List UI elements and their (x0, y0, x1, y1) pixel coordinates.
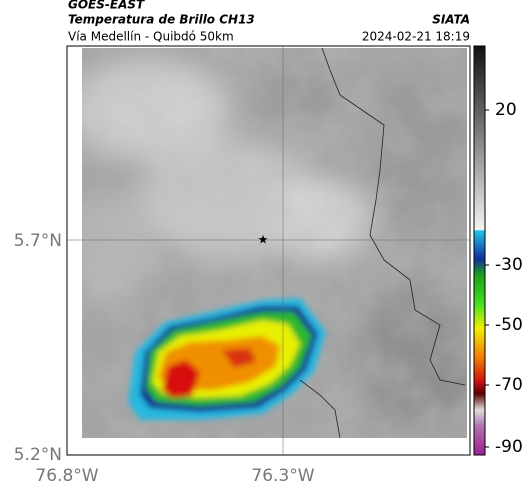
product: Temperatura de Brillo CH13 (68, 13, 255, 27)
lon-label: 76.8°W (35, 466, 98, 486)
route: Vía Medellín - Quibdó 50km (68, 30, 234, 44)
colorbar-label: -70 (495, 375, 523, 395)
colorbar-label: -90 (495, 437, 523, 457)
satellite-image (82, 48, 467, 438)
colorbar-label: -30 (495, 255, 523, 275)
location-marker: ★ (258, 233, 269, 247)
colorbar-ticks (485, 109, 489, 448)
satellite: GOES-EAST (68, 0, 145, 12)
colorbar (473, 45, 486, 456)
lon-label: 76.3°W (251, 466, 314, 486)
colorbar-label: 20 (495, 100, 517, 120)
colorbar-label: -50 (495, 315, 523, 335)
source: SIATA (432, 13, 470, 27)
timestamp: 2024-02-21 18:19 (362, 30, 470, 44)
lat-label: 5.7°N (14, 231, 62, 251)
lat-label: 5.2°N (14, 445, 62, 465)
